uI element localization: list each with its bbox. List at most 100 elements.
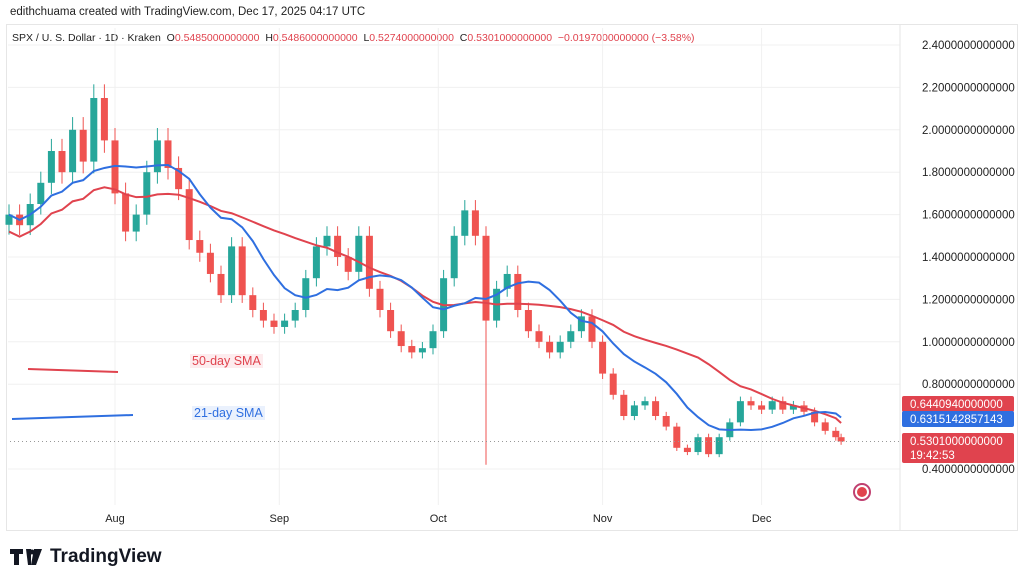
candle-body	[228, 246, 236, 296]
sma21-price-tag	[902, 411, 1014, 427]
candle-body	[758, 405, 766, 410]
symbol-legend: SPX / U. S. Dollar · 1D · Kraken O0.5485…	[12, 32, 695, 44]
last-price-tag-text: 0.5301000000000	[910, 436, 1003, 448]
candle-body	[535, 331, 543, 342]
candle-body	[217, 273, 225, 296]
candle-body	[365, 235, 373, 289]
candle-body	[132, 214, 140, 232]
candle-body	[281, 320, 289, 327]
open-value: 0.5485000000000	[174, 32, 260, 44]
candle-body	[323, 235, 331, 247]
candle-body	[408, 346, 416, 353]
candle-body	[461, 210, 469, 236]
candle-body	[546, 341, 554, 353]
sma21-label: 21-day SMA	[192, 406, 265, 420]
sma50-label: 50-day SMA	[190, 354, 263, 368]
candle-body	[641, 401, 649, 406]
candle-body	[567, 331, 575, 342]
candle-body	[673, 426, 681, 448]
candle-body	[620, 394, 628, 416]
sma21-line	[8, 163, 842, 431]
candle-body	[58, 151, 66, 173]
candle-body	[652, 401, 660, 416]
candle-body	[196, 240, 204, 253]
candle-body	[556, 341, 564, 353]
candle-body	[397, 331, 405, 347]
candle-body	[418, 348, 426, 353]
candle-body	[694, 437, 702, 453]
y-tick-label: 1.6000000000000	[922, 210, 1015, 222]
y-tick-label: 1.2000000000000	[922, 294, 1015, 306]
candle-body	[683, 447, 691, 453]
candle-body	[100, 98, 108, 141]
low-value: 0.5274000000000	[369, 32, 454, 44]
candle-body	[334, 235, 342, 257]
candle-body	[577, 316, 585, 332]
sma50-legend-line	[27, 368, 119, 373]
sma21-legend-line	[11, 414, 134, 420]
tradingview-logo[interactable]: TradingView	[10, 546, 162, 568]
candle-body	[122, 193, 130, 232]
candle-body	[630, 405, 638, 416]
candle-body	[387, 310, 395, 332]
symbol-name[interactable]: SPX / U. S. Dollar · 1D · Kraken	[12, 32, 161, 44]
candle-body	[768, 401, 776, 410]
candle-body	[5, 214, 13, 225]
y-tick-label: 2.2000000000000	[922, 82, 1015, 94]
candle-body	[47, 151, 55, 183]
high-value: 0.5486000000000	[272, 32, 358, 44]
chart-frame	[6, 24, 1018, 531]
x-tick-label: Oct	[430, 513, 447, 525]
y-tick-label: 2.0000000000000	[922, 125, 1015, 137]
candle-body	[111, 140, 119, 194]
chart-credit: edithchuama created with TradingView.com…	[10, 6, 366, 18]
x-tick-label: Nov	[593, 513, 613, 525]
candle-body	[503, 273, 511, 289]
candle-body	[175, 167, 183, 190]
candle-body	[832, 430, 840, 438]
candle-body	[302, 278, 310, 310]
last-price-tag	[902, 433, 1014, 463]
candle-body	[588, 316, 596, 342]
candle-body	[69, 129, 77, 173]
candle-body	[312, 246, 320, 279]
candle-body	[450, 235, 458, 279]
candle-body	[429, 331, 437, 349]
candle-body	[37, 182, 45, 204]
candle-body	[90, 98, 98, 162]
candle-body	[79, 129, 87, 162]
candle-body	[344, 257, 352, 272]
candle-body	[736, 401, 744, 423]
candle-body	[482, 235, 490, 321]
high-label: H	[265, 32, 273, 44]
sma21-price-tag-text: 0.6315142857143	[910, 414, 1003, 426]
candle-body	[185, 189, 193, 241]
y-tick-label: 1.0000000000000	[922, 337, 1015, 349]
last-price-tag-text: 19:42:53	[910, 450, 955, 462]
sma50-line	[8, 186, 842, 424]
sma50-price-tag	[902, 396, 1014, 412]
sma50-price-tag-text: 0.6440940000000	[910, 399, 1003, 411]
close-value: 0.5301000000000	[467, 32, 553, 44]
candle-body	[524, 310, 532, 332]
candle-body	[355, 235, 363, 272]
tv-logo-icon	[10, 549, 42, 565]
candle-body	[164, 140, 172, 168]
candle-body	[779, 401, 787, 410]
candle-body	[789, 405, 797, 410]
candle-body	[609, 373, 617, 395]
candle-body	[259, 310, 267, 321]
candle-body	[270, 320, 278, 327]
y-tick-label: 1.8000000000000	[922, 167, 1015, 179]
candle-body	[249, 295, 257, 310]
us-flag-icon-inner	[857, 487, 867, 497]
y-tick-label: 2.4000000000000	[922, 40, 1015, 52]
brand-name: TradingView	[50, 546, 162, 567]
candle-body	[747, 401, 755, 406]
candle-body	[514, 273, 522, 310]
candle-body	[238, 246, 246, 296]
candle-body	[153, 140, 161, 173]
candle-body	[811, 411, 819, 423]
x-tick-label: Dec	[752, 513, 772, 525]
